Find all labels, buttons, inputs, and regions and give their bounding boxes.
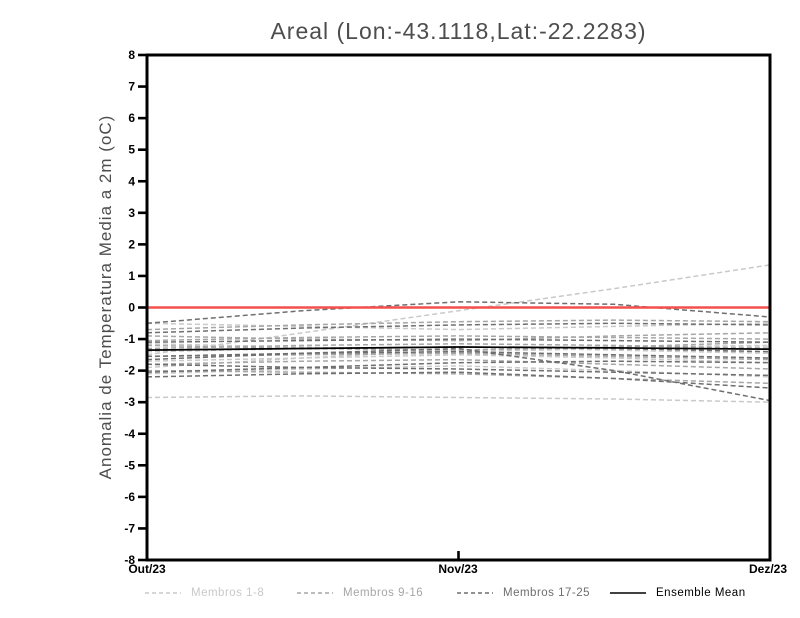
ensemble-member-line [146,347,771,402]
ensemble-member-line [146,335,771,342]
x-tick-label-nov23: Nov/23 [438,562,478,576]
legend-label-membros-1-8: Membros 1-8 [191,587,265,599]
y-tick-label: 1 [128,269,135,283]
dashed-line-swatch-icon [145,592,181,594]
y-tick-label: -1 [124,332,135,346]
ensemble-member-line [146,344,771,369]
ensemble-member-line [146,338,771,343]
legend-item-membros-9-16: Membros 9-16 [297,585,423,601]
y-tick-label: -6 [124,490,135,504]
y-tick-label: 0 [128,301,135,315]
solid-line-swatch-icon [610,592,646,594]
legend-label-ensemble-members-17-25: Membros 17-25 [503,587,591,599]
x-tick-label-out23: Out/23 [128,562,166,576]
ensemble-mean-line [146,346,771,351]
legend: Membros 1-8 Membros 9-16 Membros 17-25 E… [0,585,800,603]
y-tick-label: 4 [128,174,135,188]
chart-title: Areal (Lon:-43.1118,Lat:-22.2283) [270,18,647,44]
legend-item-ensemble-mean: Ensemble Mean [610,585,746,601]
y-tick-label: 8 [128,48,135,62]
y-tick-label: -3 [124,395,135,409]
y-tick-label: -4 [124,427,135,441]
y-tick-label: 7 [128,80,135,94]
y-tick-label: -2 [124,364,135,378]
y-tick-label: 2 [128,237,135,251]
y-tick-label: -5 [124,458,135,472]
legend-label-membros-9-16: Membros 9-16 [343,587,424,599]
ensemble-member-line [146,264,771,356]
x-tick-label-dez23: Dez/23 [748,562,788,576]
dashed-line-swatch-icon [457,592,493,594]
legend-item-membros-1-8: Membros 1-8 [145,585,264,601]
dashed-line-swatch-icon [297,592,333,594]
y-tick-label: 5 [128,143,135,157]
ensemble-member-line [146,332,771,342]
y-tick-label: -7 [124,521,135,535]
ensemble-member-line [146,365,771,378]
legend-label-ensemble-mean: Ensemble Mean [656,587,746,599]
y-tick-label: -8 [124,553,135,567]
legend-item-membros-17-25: Membros 17-25 [457,585,590,601]
ensemble-member-line [146,395,771,403]
y-tick-label: 3 [128,206,135,220]
ensemble-member-line [146,358,771,370]
y-tick-label: 6 [128,111,135,125]
